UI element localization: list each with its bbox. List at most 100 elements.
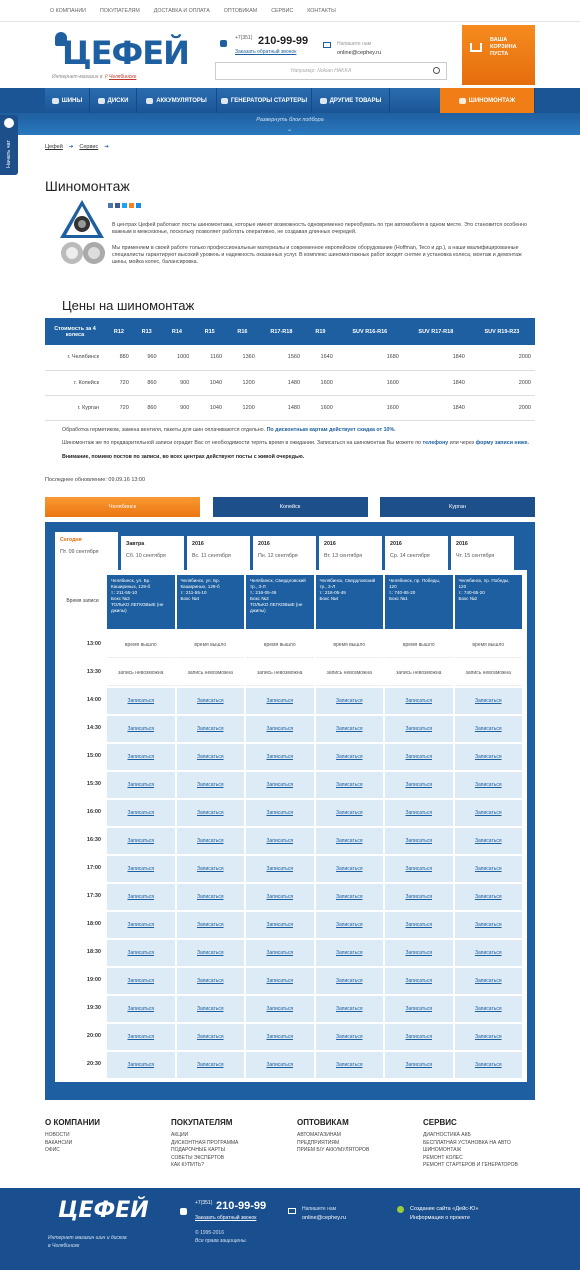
footer-about[interactable]: Информация о проекте — [410, 1215, 470, 1221]
footer-link[interactable]: СОВЕТЫ ЭКСПЕРТОВ — [171, 1154, 225, 1161]
main-nav-item[interactable]: ГЕНЕРАТОРЫ СТАРТЕРЫ — [217, 88, 312, 113]
slot-book[interactable]: Записаться — [454, 716, 522, 742]
slot-book[interactable]: Записаться — [246, 940, 314, 966]
slot-book[interactable]: Записаться — [315, 940, 383, 966]
footer-link[interactable]: РЕМОНТ КОЛЕС — [423, 1154, 463, 1161]
cart[interactable]: ВАША КОРЗИНА ПУСТА — [462, 25, 535, 85]
slot-book[interactable]: Записаться — [385, 828, 453, 854]
slot-book[interactable]: Записаться — [315, 772, 383, 798]
footer-link[interactable]: ШИНОМОНТАЖ — [423, 1147, 462, 1153]
slot-book[interactable]: Записаться — [107, 744, 175, 770]
slot-book[interactable]: Записаться — [246, 772, 314, 798]
chat-tab[interactable]: Начать чат — [0, 115, 18, 175]
footer-link[interactable]: АКЦИИ — [171, 1132, 189, 1138]
slot-book[interactable]: Записаться — [454, 856, 522, 882]
slot-book[interactable]: Записаться — [176, 1024, 244, 1050]
slot-book[interactable]: Записаться — [385, 996, 453, 1022]
footer-link[interactable]: ПОДАРОЧНЫЕ КАРТЫ — [171, 1147, 226, 1153]
slot-book[interactable]: Записаться — [107, 912, 175, 938]
footer-dev[interactable]: Создание сайта «Дейс-Ю» — [410, 1206, 479, 1212]
slot-book[interactable]: Записаться — [385, 1052, 453, 1078]
slot-book[interactable]: Записаться — [246, 996, 314, 1022]
slot-book[interactable]: Записаться — [454, 772, 522, 798]
top-nav-link[interactable]: О КОМПАНИИ — [50, 8, 86, 14]
slot-book[interactable]: Записаться — [176, 800, 244, 826]
slot-book[interactable]: Записаться — [315, 1052, 383, 1078]
footer-link[interactable]: ДИСКОНТНАЯ ПРОГРАММА — [171, 1139, 239, 1146]
city-tab[interactable]: Курган — [380, 497, 535, 517]
slot-book[interactable]: Записаться — [246, 1024, 314, 1050]
slot-book[interactable]: Записаться — [176, 884, 244, 910]
day-tab[interactable]: 2016 Чт. 15 сентября — [451, 536, 514, 570]
social-mail[interactable] — [136, 203, 141, 208]
callback[interactable]: Заказать обратный звонок — [235, 49, 297, 55]
slot-book[interactable]: Записаться — [315, 968, 383, 994]
slot-book[interactable]: Записаться — [176, 912, 244, 938]
slot-book[interactable]: Записаться — [107, 1024, 175, 1050]
day-tab[interactable]: 2016 Вс. 11 сентября — [187, 536, 250, 570]
slot-book[interactable]: Записаться — [385, 940, 453, 966]
footer-callback[interactable]: Заказать обратный звонок — [195, 1215, 257, 1221]
slot-book[interactable]: Записаться — [176, 716, 244, 742]
slot-book[interactable]: Записаться — [246, 884, 314, 910]
slot-book[interactable]: Записаться — [315, 996, 383, 1022]
slot-book[interactable]: Записаться — [107, 716, 175, 742]
slot-book[interactable]: Записаться — [107, 772, 175, 798]
social-ok[interactable] — [129, 203, 134, 208]
footer-email[interactable]: online@cephey.ru — [302, 1215, 347, 1221]
slot-book[interactable]: Записаться — [385, 800, 453, 826]
slot-book[interactable]: Записаться — [454, 968, 522, 994]
slot-book[interactable]: Записаться — [454, 1024, 522, 1050]
day-tab[interactable]: Завтра Сб. 10 сентября — [121, 536, 184, 570]
footer-link[interactable]: КАК КУПИТЬ? — [171, 1162, 204, 1168]
slot-book[interactable]: Записаться — [315, 828, 383, 854]
footer-link[interactable]: НОВОСТИ — [45, 1132, 70, 1138]
breadcrumb[interactable]: Сервис — [79, 144, 99, 150]
slot-book[interactable]: Записаться — [315, 744, 383, 770]
slot-book[interactable]: Записаться — [107, 884, 175, 910]
slot-book[interactable]: Записаться — [107, 1052, 175, 1078]
main-nav-item[interactable]: ШИНЫ — [45, 88, 90, 113]
day-tab[interactable]: Сегодня Пт. 09 сентября — [55, 532, 118, 570]
slot-book[interactable]: Записаться — [454, 884, 522, 910]
slot-book[interactable]: Записаться — [246, 688, 314, 714]
slot-book[interactable]: Записаться — [315, 1024, 383, 1050]
footer-link[interactable]: АВТОМАГАЗИНАМ — [297, 1132, 341, 1138]
slot-book[interactable]: Записаться — [176, 940, 244, 966]
slot-book[interactable]: Записаться — [385, 744, 453, 770]
logo[interactable]: ЦЕФЕЙ — [62, 34, 190, 72]
slot-book[interactable]: Записаться — [176, 828, 244, 854]
footer-link[interactable]: ВАКАНСИИ — [45, 1139, 73, 1146]
slot-book[interactable]: Записаться — [315, 716, 383, 742]
slot-book[interactable]: Записаться — [454, 912, 522, 938]
slot-book[interactable]: Записаться — [176, 688, 244, 714]
slot-book[interactable]: Записаться — [246, 912, 314, 938]
slot-book[interactable]: Записаться — [246, 800, 314, 826]
slot-book[interactable]: Записаться — [454, 940, 522, 966]
breadcrumb[interactable]: Цефей — [45, 144, 63, 150]
social-fb[interactable] — [115, 203, 120, 208]
main-nav-item[interactable]: АККУМУЛЯТОРЫ — [137, 88, 217, 113]
top-nav-link[interactable]: ОПТОВИКАМ — [223, 8, 258, 14]
slot-book[interactable]: Записаться — [246, 744, 314, 770]
day-tab[interactable]: 2016 Вт. 13 сентября — [319, 536, 382, 570]
slot-book[interactable]: Записаться — [315, 856, 383, 882]
slot-book[interactable]: Записаться — [385, 772, 453, 798]
footer-link[interactable]: ОФИС — [45, 1147, 60, 1153]
footer-link[interactable]: ПРЕДПРИЯТИЯМ — [297, 1139, 340, 1146]
day-tab[interactable]: 2016 Ср. 14 сентября — [385, 536, 448, 570]
note-link[interactable]: По дисконтным картам действует скидка от… — [266, 427, 396, 433]
slot-book[interactable]: Записаться — [246, 856, 314, 882]
slot-book[interactable]: Записаться — [107, 856, 175, 882]
email[interactable]: online@cephey.ru — [337, 50, 382, 56]
tagline-city[interactable]: Челябинске — [108, 74, 137, 80]
slot-book[interactable]: Записаться — [385, 856, 453, 882]
slot-book[interactable]: Записаться — [454, 744, 522, 770]
slot-book[interactable]: Записаться — [176, 744, 244, 770]
slot-book[interactable]: Записаться — [315, 912, 383, 938]
slot-book[interactable]: Записаться — [107, 968, 175, 994]
social-vk[interactable] — [108, 203, 113, 208]
main-nav-item[interactable]: ДРУГИЕ ТОВАРЫ — [312, 88, 390, 113]
slot-book[interactable]: Записаться — [385, 716, 453, 742]
footer-link[interactable]: БЕСПЛАТНАЯ УСТАНОВКА НА АВТО — [423, 1139, 511, 1146]
